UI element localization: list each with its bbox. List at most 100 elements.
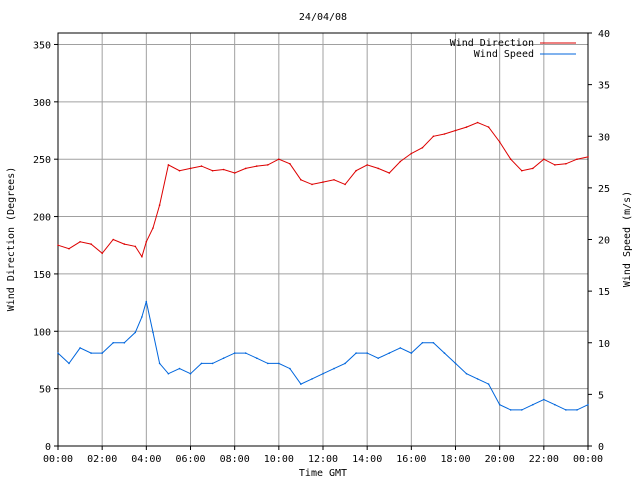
data-point-wind-direction [366, 164, 369, 166]
left-y-tick-label: 350 [33, 40, 51, 51]
right-y-tick-label: 25 [598, 184, 610, 195]
data-point-wind-direction [244, 167, 247, 170]
data-point-wind-speed [167, 372, 170, 375]
data-point-wind-speed [476, 378, 479, 380]
data-point-wind-speed [112, 342, 114, 344]
axes: 00:00 02:00 04:00 06:00 08:00 10:00 12:00 14:00… [33, 29, 610, 465]
x-tick-label: 14:00 [352, 454, 382, 465]
data-point-wind-direction [476, 121, 479, 124]
data-point-wind-direction [68, 247, 70, 250]
data-point-wind-direction [278, 158, 280, 160]
data-point-wind-direction [421, 146, 424, 149]
data-point-wind-direction [178, 169, 181, 172]
data-point-wind-speed [178, 367, 181, 370]
right-y-tick-label: 5 [598, 390, 604, 401]
data-point-wind-speed [134, 331, 137, 334]
data-point-wind-speed [211, 362, 214, 365]
data-point-wind-speed [410, 352, 413, 354]
data-point-wind-direction [233, 172, 236, 174]
x-tick-label: 00:00 [43, 454, 73, 465]
right-y-tick-label: 35 [598, 81, 610, 92]
data-point-wind-direction [145, 241, 148, 243]
data-point-wind-direction [90, 243, 92, 245]
left-y-tick-label: 300 [33, 98, 51, 109]
data-point-wind-speed [289, 367, 291, 370]
data-point-wind-speed [399, 347, 402, 349]
left-y-tick-label: 100 [33, 327, 51, 338]
data-point-wind-speed [554, 403, 556, 406]
x-tick-label: 08:00 [220, 454, 250, 465]
data-point-wind-speed [509, 409, 512, 411]
data-point-wind-speed [421, 342, 424, 344]
data-point-wind-speed [278, 362, 280, 365]
left-y-tick-label: 50 [39, 385, 51, 396]
data-point-wind-speed [152, 331, 154, 334]
x-tick-label: 06:00 [175, 454, 205, 465]
data-point-wind-direction [311, 183, 313, 186]
data-point-wind-direction [289, 163, 291, 165]
data-point-wind-direction [152, 227, 154, 229]
data-point-wind-direction [211, 169, 214, 172]
data-point-wind-direction [509, 158, 512, 160]
x-tick-label: 12:00 [308, 454, 338, 465]
right-y-tick-label: 15 [598, 287, 610, 298]
left-y-tick-label: 0 [45, 442, 51, 453]
data-point-wind-speed [189, 372, 192, 375]
right-y-tick-label: 0 [598, 442, 604, 453]
data-point-wind-direction [487, 126, 490, 128]
data-point-wind-speed [565, 409, 567, 411]
data-point-wind-direction [399, 160, 402, 163]
data-point-wind-speed [576, 409, 578, 411]
chart-title: 24/04/08 [299, 12, 347, 23]
data-point-wind-direction [344, 183, 346, 186]
x-tick-label: 02:00 [87, 454, 117, 465]
left-axis-label: Wind Direction (Degrees) [6, 167, 17, 312]
x-tick-label: 04:00 [131, 454, 161, 465]
data-point-wind-speed [487, 383, 490, 385]
data-point-wind-direction [134, 245, 137, 248]
right-y-tick-label: 20 [598, 236, 610, 247]
data-point-wind-speed [255, 357, 258, 360]
data-point-wind-speed [57, 352, 59, 354]
data-point-wind-speed [465, 372, 468, 375]
data-point-wind-speed [300, 383, 302, 385]
x-tick-label: 18:00 [440, 454, 470, 465]
data-point-wind-direction [465, 126, 468, 128]
x-axis-label: Time GMT [299, 468, 347, 479]
legend: Wind Direction Wind Speed [450, 38, 576, 60]
data-point-wind-speed [521, 409, 523, 411]
data-point-wind-direction [222, 168, 225, 171]
data-point-wind-direction [554, 164, 556, 166]
x-tick-label: 20:00 [485, 454, 515, 465]
legend-label-wind-speed: Wind Speed [474, 49, 534, 60]
data-point-wind-direction [333, 179, 335, 181]
data-point-wind-speed [200, 362, 203, 365]
data-point-wind-speed [454, 362, 457, 365]
data-point-wind-speed [587, 403, 589, 406]
right-y-tick-label: 40 [598, 29, 610, 40]
data-point-wind-direction [410, 152, 413, 155]
grid [58, 33, 588, 446]
data-point-wind-speed [101, 352, 103, 354]
data-point-wind-direction [521, 169, 523, 172]
data-point-wind-speed [443, 352, 446, 354]
right-y-tick-label: 30 [598, 132, 610, 143]
x-tick-label: 16:00 [396, 454, 426, 465]
data-point-wind-speed [233, 352, 236, 354]
left-y-tick-label: 200 [33, 213, 51, 224]
data-point-wind-speed [145, 300, 148, 303]
data-point-wind-direction [532, 167, 534, 170]
data-point-wind-direction [432, 135, 435, 138]
data-point-wind-speed [532, 403, 534, 406]
x-tick-label: 10:00 [264, 454, 294, 465]
data-point-wind-direction [79, 241, 81, 243]
data-point-wind-speed [90, 352, 92, 354]
data-point-wind-speed [158, 362, 161, 365]
data-point-wind-direction [322, 181, 324, 183]
data-point-wind-speed [267, 362, 269, 365]
data-point-wind-speed [123, 342, 126, 344]
series-layer [57, 121, 589, 411]
data-point-wind-direction [141, 255, 143, 258]
data-point-wind-direction [57, 244, 59, 246]
